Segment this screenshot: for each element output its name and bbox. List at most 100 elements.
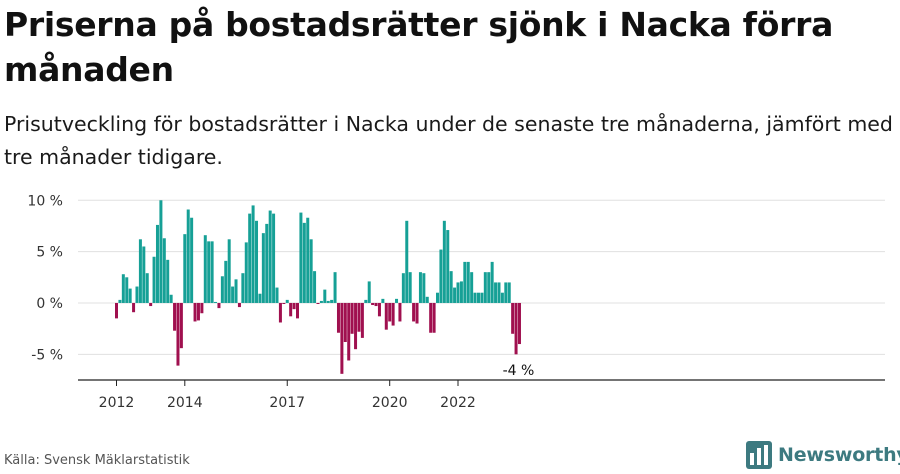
bar	[190, 217, 194, 303]
brand-logo[interactable]: Newsworthy	[746, 440, 900, 470]
bar	[330, 299, 334, 303]
bar	[381, 298, 385, 303]
bar	[159, 200, 163, 303]
bar	[275, 287, 279, 303]
x-tick-label: 2020	[372, 395, 408, 411]
bar	[196, 302, 200, 321]
bar	[121, 274, 125, 303]
x-tick-label: 2022	[440, 395, 476, 411]
bar	[459, 281, 463, 303]
bar	[255, 220, 259, 303]
bar	[401, 273, 405, 303]
bar	[347, 302, 351, 361]
bar	[138, 239, 142, 303]
bar	[162, 238, 166, 303]
bar	[494, 282, 498, 303]
bar	[507, 282, 511, 303]
bar	[169, 294, 173, 303]
bar	[326, 300, 330, 303]
bar	[118, 299, 122, 303]
bar	[333, 272, 337, 303]
bar	[436, 292, 440, 303]
x-tick-label: 2014	[167, 395, 203, 411]
bar	[360, 302, 364, 338]
bar	[473, 292, 477, 303]
bar	[500, 292, 504, 303]
bar	[176, 302, 180, 366]
bar	[497, 282, 501, 303]
bar	[227, 239, 231, 303]
bar	[456, 282, 460, 303]
bar	[487, 272, 491, 303]
bar	[115, 302, 118, 319]
bar	[357, 302, 361, 332]
last-value-label: -4 %	[503, 363, 535, 379]
bar	[296, 302, 299, 319]
bar	[367, 281, 371, 303]
x-tick-label: 2012	[99, 395, 135, 411]
bar	[316, 302, 320, 304]
bar	[231, 286, 235, 303]
bar	[439, 249, 443, 303]
bar	[132, 302, 136, 313]
bar	[183, 234, 187, 303]
bar	[282, 302, 286, 304]
newsworthy-logo-icon	[746, 441, 772, 469]
bar	[350, 302, 354, 334]
bar	[166, 259, 170, 303]
bar	[377, 302, 381, 317]
bar	[490, 261, 494, 303]
bar	[466, 261, 470, 303]
bar	[504, 282, 508, 303]
bar	[429, 302, 433, 333]
bar	[149, 302, 153, 307]
bar	[285, 299, 289, 303]
bar	[336, 302, 340, 333]
bar	[258, 293, 262, 303]
bar	[442, 220, 446, 303]
bar	[302, 222, 306, 303]
bar	[289, 302, 293, 317]
bar	[480, 292, 484, 303]
bar	[391, 302, 395, 326]
bar	[412, 302, 416, 322]
bar	[323, 289, 327, 303]
bar	[374, 302, 378, 307]
bar	[135, 286, 139, 303]
bar	[354, 302, 358, 350]
bar	[152, 256, 156, 303]
bar	[511, 302, 515, 334]
bar	[309, 239, 313, 303]
bar	[237, 302, 241, 308]
bar	[224, 260, 228, 303]
bar	[179, 302, 183, 349]
y-tick-label: -5 %	[31, 347, 63, 363]
bar	[476, 292, 480, 303]
y-tick-label: 10 %	[27, 193, 63, 209]
bar	[395, 298, 399, 303]
bar	[432, 302, 436, 333]
bar	[173, 302, 177, 331]
bar	[200, 302, 204, 314]
bar	[453, 287, 457, 303]
bar	[278, 302, 282, 323]
brand-name: Newsworthy	[778, 444, 900, 466]
bar	[514, 302, 518, 355]
bar	[483, 272, 487, 303]
bar	[128, 288, 132, 303]
x-tick-label: 2017	[269, 395, 305, 411]
bar	[155, 224, 159, 303]
bar	[517, 302, 521, 345]
bar	[313, 271, 317, 303]
bar	[408, 272, 412, 303]
bar	[186, 209, 190, 303]
bar	[405, 220, 409, 303]
bar	[306, 217, 310, 303]
bar	[384, 302, 388, 330]
bar	[388, 302, 392, 322]
source-note: Källa: Svensk Mäklarstatistik	[4, 453, 190, 468]
chart-title: Priserna på bostadsrätter sjönk i Nacka …	[4, 5, 834, 89]
bar	[463, 261, 467, 303]
bar	[272, 213, 276, 303]
